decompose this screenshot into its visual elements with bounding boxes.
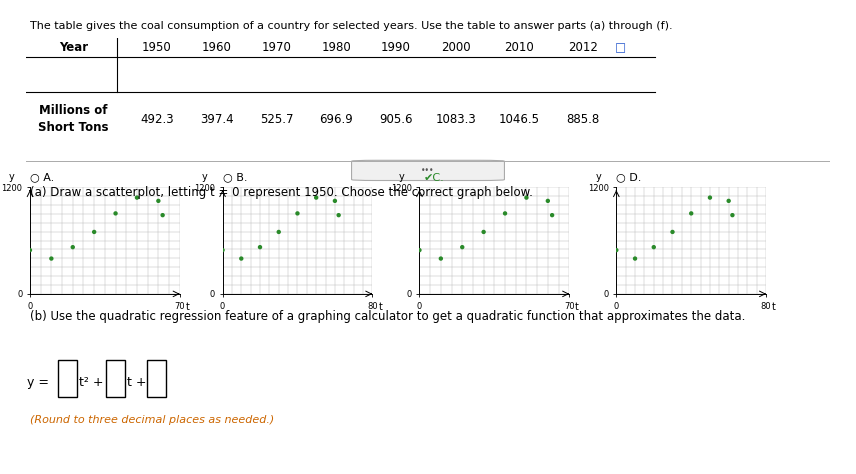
Point — [726, 211, 740, 219]
Text: •••: ••• — [421, 166, 435, 175]
Text: (Round to three decimal places as needed.): (Round to three decimal places as needed… — [30, 415, 274, 425]
Text: 1980: 1980 — [321, 41, 351, 54]
Point — [434, 255, 448, 262]
Text: y: y — [596, 172, 601, 182]
Text: 1990: 1990 — [381, 41, 411, 54]
Text: ○ A.: ○ A. — [30, 173, 54, 183]
Bar — [106, 360, 125, 397]
Text: 905.6: 905.6 — [379, 113, 413, 126]
Text: t +: t + — [127, 375, 146, 389]
Point — [253, 243, 267, 251]
Point — [545, 211, 559, 219]
Point — [541, 197, 555, 205]
Point — [87, 228, 101, 236]
Text: 885.8: 885.8 — [567, 113, 599, 126]
Point — [685, 210, 698, 217]
Text: y: y — [399, 172, 404, 182]
Text: t² +: t² + — [79, 375, 104, 389]
Point — [609, 246, 623, 254]
Text: The table gives the coal consumption of a country for selected years. Use the ta: The table gives the coal consumption of … — [30, 21, 673, 31]
Point — [45, 255, 58, 262]
Point — [272, 228, 286, 236]
Text: t: t — [378, 301, 383, 312]
Text: 1950: 1950 — [142, 41, 172, 54]
Text: ○ B.: ○ B. — [223, 173, 247, 183]
Text: t: t — [575, 301, 580, 312]
Point — [722, 197, 735, 205]
Point — [477, 228, 490, 236]
Point — [156, 211, 169, 219]
Point — [152, 197, 165, 205]
Text: 696.9: 696.9 — [319, 113, 353, 126]
Text: 1083.3: 1083.3 — [435, 113, 476, 126]
Point — [216, 246, 229, 254]
Text: 525.7: 525.7 — [259, 113, 294, 126]
Text: (a) Draw a scatterplot, letting t = 0 represent 1950. Choose the correct graph b: (a) Draw a scatterplot, letting t = 0 re… — [30, 186, 532, 199]
Point — [109, 210, 122, 217]
Text: ✔C.: ✔C. — [424, 173, 444, 183]
Text: ○ D.: ○ D. — [616, 173, 642, 183]
Point — [309, 194, 323, 201]
Text: 492.3: 492.3 — [140, 113, 174, 126]
Text: 2012: 2012 — [568, 41, 597, 54]
Point — [666, 228, 680, 236]
Point — [66, 243, 80, 251]
Text: 1960: 1960 — [202, 41, 232, 54]
Text: (b) Use the quadratic regression feature of a graphing calculator to get a quadr: (b) Use the quadratic regression feature… — [30, 310, 746, 323]
Text: 2010: 2010 — [504, 41, 534, 54]
Point — [291, 210, 305, 217]
Text: 1046.5: 1046.5 — [499, 113, 540, 126]
Text: t: t — [772, 301, 776, 312]
Point — [647, 243, 661, 251]
Point — [130, 194, 144, 201]
Text: 1970: 1970 — [261, 41, 291, 54]
Text: t: t — [186, 301, 190, 312]
Point — [455, 243, 469, 251]
Text: 2000: 2000 — [441, 41, 471, 54]
Point — [23, 246, 37, 254]
Text: y: y — [9, 172, 15, 182]
Text: 397.4: 397.4 — [200, 113, 234, 126]
Text: □: □ — [615, 41, 626, 54]
Text: Millions of
Short Tons: Millions of Short Tons — [39, 104, 109, 134]
Point — [332, 211, 346, 219]
Text: y =: y = — [27, 375, 50, 389]
FancyBboxPatch shape — [352, 160, 504, 181]
Point — [328, 197, 342, 205]
Point — [628, 255, 642, 262]
Text: y: y — [202, 172, 207, 182]
Point — [498, 210, 512, 217]
Bar — [147, 360, 166, 397]
Point — [235, 255, 248, 262]
Point — [413, 246, 426, 254]
Bar — [58, 360, 77, 397]
Point — [703, 194, 716, 201]
Text: Year: Year — [59, 41, 88, 54]
Point — [520, 194, 533, 201]
